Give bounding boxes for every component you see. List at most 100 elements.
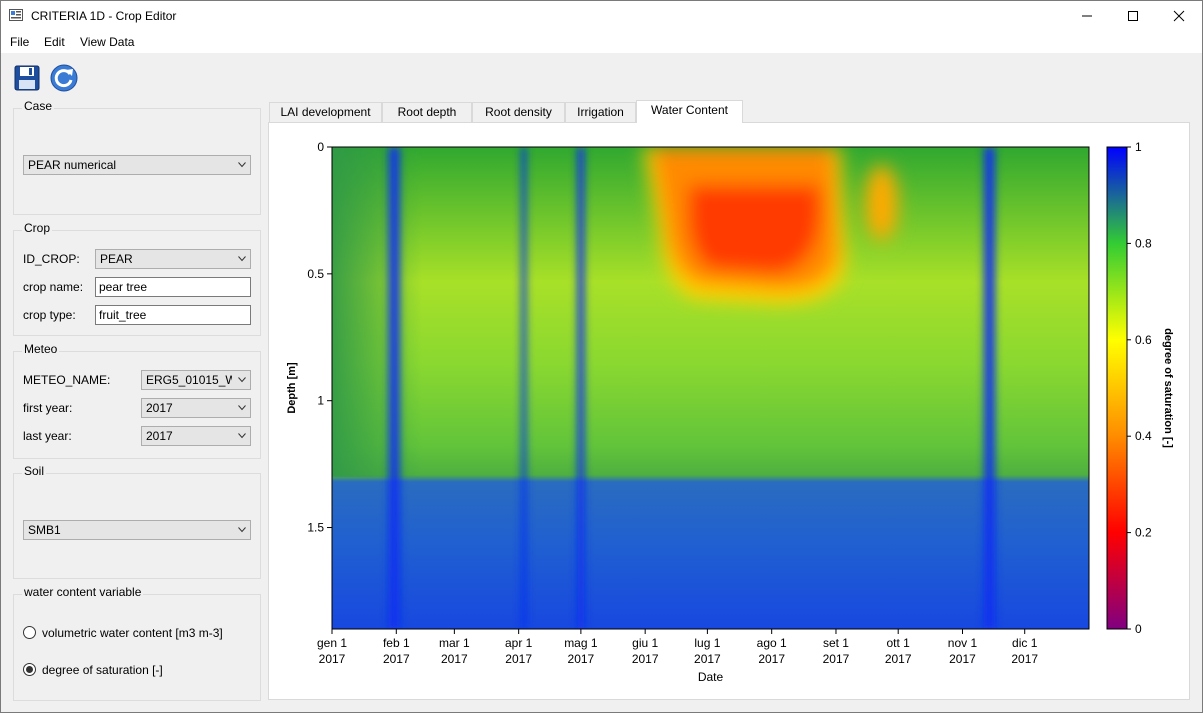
chevron-down-icon (238, 405, 246, 411)
x-axis-label: Date (698, 670, 724, 684)
close-icon (1173, 10, 1185, 22)
minimize-button[interactable] (1064, 1, 1110, 31)
tab-water-content[interactable]: Water Content (636, 100, 743, 123)
x-tick-year-label: 2017 (632, 652, 659, 666)
heatmap-early-layer (332, 147, 422, 477)
soil-group: Soil SMB1 (13, 464, 261, 579)
tab-lai-development[interactable]: LAI development (269, 102, 382, 122)
radio-dot (26, 666, 33, 673)
close-button[interactable] (1156, 1, 1202, 31)
case-select-value: PEAR numerical (28, 158, 117, 172)
wet-band (521, 147, 525, 629)
x-tick-label: mag 1 (564, 636, 598, 650)
x-tick-year-label: 2017 (441, 652, 468, 666)
x-tick-year-label: 2017 (505, 652, 532, 666)
meteo-group-title: Meteo (22, 342, 60, 356)
crop-name-label: crop name: (23, 280, 84, 294)
toolbar (1, 53, 1202, 97)
case-group: Case PEAR numerical (13, 99, 261, 215)
crop-type-field[interactable]: fruit_tree (95, 305, 251, 325)
crop-type-value: fruit_tree (99, 308, 147, 322)
wet-band (388, 147, 392, 629)
x-tick-year-label: 2017 (568, 652, 595, 666)
chevron-down-icon (238, 162, 246, 168)
wet-band (983, 147, 987, 629)
meteo-name-select[interactable]: ERG5_01015_W (141, 370, 251, 390)
x-tick-label: set 1 (823, 636, 849, 650)
window-title: CRITERIA 1D - Crop Editor (31, 9, 177, 23)
x-tick-label: nov 1 (948, 636, 978, 650)
x-tick-label: mar 1 (439, 636, 470, 650)
chevron-down-icon (238, 433, 246, 439)
volumetric-radio[interactable] (23, 626, 36, 639)
wet-band (985, 147, 989, 629)
maximize-button[interactable] (1110, 1, 1156, 31)
x-tick-year-label: 2017 (319, 652, 346, 666)
menu-bar: File Edit View Data (1, 31, 1202, 53)
tab-irrigation[interactable]: Irrigation (565, 102, 636, 122)
colorbar-tick-label: 0 (1135, 622, 1142, 636)
wet-band (992, 147, 996, 629)
soil-select-value: SMB1 (28, 523, 61, 537)
x-tick-year-label: 2017 (1011, 652, 1038, 666)
wet-band (392, 147, 396, 629)
x-tick-label: ago 1 (757, 636, 787, 650)
x-tick-label: dic 1 (1012, 636, 1038, 650)
x-tick-year-label: 2017 (758, 652, 785, 666)
last-year-select[interactable]: 2017 (141, 426, 251, 446)
maximize-icon (1128, 11, 1138, 21)
meteo-group: Meteo METEO_NAME: ERG5_01015_W first yea… (13, 342, 261, 459)
chevron-down-icon (238, 377, 246, 383)
refresh-icon[interactable] (49, 63, 79, 93)
last-year-label: last year: (23, 429, 72, 443)
title-bar[interactable]: CRITERIA 1D - Crop Editor (1, 1, 1202, 31)
case-select[interactable]: PEAR numerical (23, 155, 251, 175)
save-icon[interactable] (12, 63, 42, 93)
first-year-select[interactable]: 2017 (141, 398, 251, 418)
x-tick-year-label: 2017 (694, 652, 721, 666)
chevron-down-icon (238, 527, 246, 533)
saturation-radio[interactable] (23, 663, 36, 676)
last-year-value: 2017 (146, 429, 173, 443)
water-content-variable-title: water content variable (22, 585, 144, 599)
id-crop-select[interactable]: PEAR (95, 249, 251, 269)
colorbar-tick-label: 0.4 (1135, 429, 1152, 443)
heatmap-plot-area (332, 147, 1089, 629)
water-content-panel: 0 0.5 1 1.5 gen 1 2017 feb 1 2017 mar 1 2017 apr 1… (268, 122, 1190, 700)
wet-band (990, 147, 994, 629)
saturation-label[interactable]: degree of saturation [-] (42, 663, 163, 677)
water-content-heatmap: 0 0.5 1 1.5 gen 1 2017 feb 1 2017 mar 1 2017 apr 1… (286, 140, 1174, 684)
chevron-down-icon (238, 256, 246, 262)
meteo-name-value: ERG5_01015_W (146, 373, 232, 387)
id-crop-label: ID_CROP: (23, 252, 80, 266)
chart-axes: 0 0.5 1 1.5 gen 1 2017 feb 1 2017 mar 1 2017 apr 1… (307, 140, 1090, 666)
x-tick-label: apr 1 (505, 636, 533, 650)
wet-band (577, 147, 581, 629)
first-year-label: first year: (23, 401, 73, 415)
tab-root-depth[interactable]: Root depth (382, 102, 472, 122)
x-tick-year-label: 2017 (885, 652, 912, 666)
colorbar-tick-label: 0.2 (1135, 526, 1152, 540)
soil-select[interactable]: SMB1 (23, 520, 251, 540)
x-tick-label: gen 1 (317, 636, 347, 650)
first-year-value: 2017 (146, 401, 173, 415)
volumetric-label[interactable]: volumetric water content [m3 m-3] (42, 626, 223, 640)
colorbar: 0 0.2 0.4 0.6 0.8 1 (1106, 140, 1152, 636)
water-content-variable-group: water content variable volumetric water … (13, 585, 261, 701)
wet-band (579, 147, 583, 629)
tab-root-density[interactable]: Root density (472, 102, 565, 122)
menu-file[interactable]: File (10, 35, 30, 49)
heatmap-wet-bands (388, 147, 996, 629)
x-tick-label: lug 1 (694, 636, 720, 650)
y-tick-label: 0 (317, 140, 324, 154)
id-crop-value: PEAR (100, 252, 133, 266)
menu-edit[interactable]: Edit (44, 35, 65, 49)
x-tick-label: ott 1 (887, 636, 911, 650)
crop-name-field[interactable]: pear tree (95, 277, 251, 297)
dry-core (688, 185, 822, 274)
menu-view-data[interactable]: View Data (80, 35, 135, 49)
crop-group-title: Crop (22, 221, 53, 235)
y-tick-label: 1 (317, 394, 324, 408)
x-tick-year-label: 2017 (823, 652, 850, 666)
